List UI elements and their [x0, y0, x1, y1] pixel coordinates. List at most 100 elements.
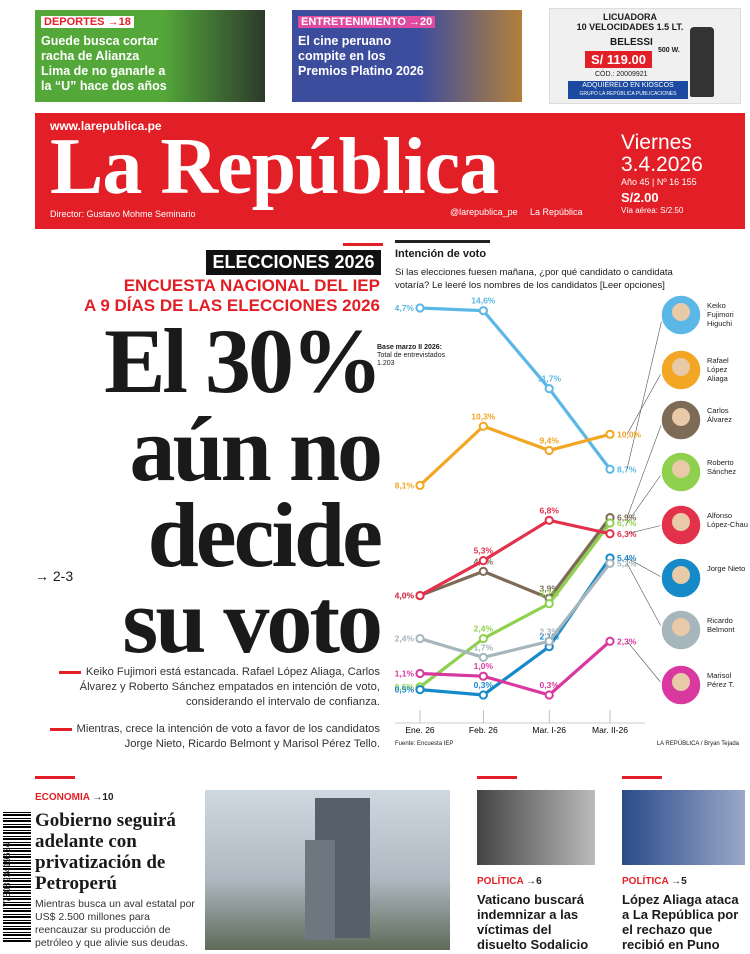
barcode-number: 7750893419634	[2, 842, 12, 908]
candidate-photo-face	[672, 618, 690, 636]
story-section: POLÍTICA	[477, 876, 524, 887]
rule	[477, 776, 517, 779]
data-point	[415, 685, 425, 695]
masthead-social[interactable]: @larepublica_pe	[450, 207, 518, 217]
data-point	[478, 306, 488, 316]
masthead-issue: Año 45 | Nº 16 155	[621, 177, 697, 187]
masthead-day: Viernes	[621, 131, 692, 154]
chart-note: Total de entrevistados 1.203	[377, 352, 446, 367]
data-label: 2,4%	[395, 634, 414, 644]
legend-entry: Rafael López Aliaga	[707, 356, 729, 383]
rule	[395, 240, 490, 243]
data-label: 2,3%	[540, 626, 560, 636]
ad[interactable]: LICUADORA 10 VELOCIDADES 1.5 LT. BELESSI …	[549, 8, 741, 104]
data-label: 6,3%	[617, 529, 637, 539]
data-point	[544, 384, 554, 394]
data-label: 0,3%	[540, 680, 560, 690]
data-point	[605, 464, 615, 474]
data-point	[415, 633, 425, 644]
ad-brand: BELESSI	[610, 37, 653, 48]
lead-kicker: A 9 DÍAS DE LAS ELECCIONES 2026	[83, 296, 380, 315]
masthead-name: La República	[50, 123, 499, 211]
data-point	[605, 529, 615, 539]
data-label: 1,0%	[474, 661, 494, 671]
connector	[626, 557, 664, 579]
rule	[35, 776, 75, 779]
chart-credit: LA REPÚBLICA / Bryan Tejada	[656, 741, 739, 747]
promo-sports[interactable]: DEPORTES →18 Guede busca cortar racha de…	[35, 10, 265, 102]
chart-subtitle: Si las elecciones fuesen mañana, ¿por qu…	[395, 267, 673, 291]
masthead-air-price: Vía aérea: S/2.50	[621, 206, 684, 215]
chart-source: Fuente: Encuesta IEP	[395, 741, 454, 747]
connector	[626, 419, 664, 518]
headline: decide	[147, 484, 383, 586]
photo	[477, 790, 595, 865]
x-tick-label: Ene. 26	[405, 725, 435, 735]
data-label: 5,4%	[617, 553, 637, 563]
connector	[626, 369, 664, 435]
candidate-photo-face	[672, 673, 690, 691]
data-label: 5,2%	[617, 558, 637, 568]
ad-cta: ADQUIÉRELO EN KIOSCOS	[582, 82, 674, 89]
story-headline[interactable]: López Aliaga ataca a La República por el…	[622, 892, 739, 952]
masthead-director: Director: Gustavo Mohme Seminario	[50, 209, 196, 219]
data-label: 0,3%	[474, 680, 494, 690]
series-line	[419, 306, 612, 471]
page-ref: → 2-3	[35, 568, 74, 584]
masthead-date: 3.4.2026	[621, 153, 703, 176]
masthead: www.larepublica.pe La República Director…	[35, 113, 745, 229]
series-line	[419, 516, 612, 601]
legend-entry: Roberto Sánchez	[707, 458, 737, 476]
legend-entry: Marisol Pérez T.	[707, 671, 735, 689]
data-label: 0,6%	[395, 682, 414, 692]
series-line	[419, 518, 611, 597]
series-line	[419, 640, 612, 697]
story-page: →10	[92, 792, 114, 803]
data-point	[544, 599, 554, 609]
ad-product-image	[690, 27, 714, 97]
series-line	[419, 522, 612, 689]
candidate-photo-face	[672, 303, 690, 321]
legend-entry: Alfonso López-Chau	[707, 511, 748, 529]
data-label: 4,0%	[395, 591, 414, 601]
masthead-url[interactable]: www.larepublica.pe	[50, 119, 162, 133]
connector	[626, 471, 664, 524]
data-label: 6,8%	[540, 505, 560, 515]
masthead-social[interactable]: La República	[530, 207, 583, 217]
masthead-price: S/2.00	[621, 190, 659, 205]
data-label: 9,4%	[540, 435, 560, 445]
story-summary: Mientras busca un aval estatal por US$ 2…	[35, 898, 195, 949]
promo-text: Guede busca cortar racha de Alianza Lima…	[41, 34, 167, 93]
candidate-photo-face	[672, 460, 690, 478]
x-tick-label: Mar. I-26	[532, 725, 566, 735]
lead-tag: ELECCIONES 2026	[206, 250, 381, 275]
story-section: ECONOMIA	[35, 792, 90, 803]
photo	[205, 790, 450, 950]
photo	[622, 790, 745, 865]
connector	[626, 524, 664, 535]
data-point	[605, 636, 615, 646]
series-line	[419, 562, 612, 660]
promo-entertainment[interactable]: ENTRETENIMIENTO →20 El cine peruano comp…	[292, 10, 522, 102]
story-headline[interactable]: Vaticano buscará indemnizar a las víctim…	[477, 892, 589, 952]
data-point	[478, 652, 488, 662]
story-headline[interactable]: Gobierno seguirá adelante con privatizac…	[35, 810, 176, 894]
lead-bullet: Keiko Fujimori está estancada. Rafael Ló…	[35, 665, 380, 710]
data-point	[544, 636, 554, 646]
data-point	[415, 303, 425, 313]
data-label: 1,1%	[395, 669, 414, 679]
data-label: 3,9%	[540, 583, 560, 593]
data-point	[478, 556, 488, 566]
connector	[626, 641, 664, 686]
promo-text: El cine peruano compite en los Premios P…	[298, 34, 424, 78]
data-point	[544, 515, 554, 525]
promo-section: ENTRETENIMIENTO	[301, 16, 406, 28]
data-point	[605, 429, 615, 439]
data-label: 2,1%	[540, 632, 560, 642]
data-label: 0,5%	[395, 685, 414, 695]
headline: su voto	[122, 570, 383, 672]
data-label: 1,7%	[474, 642, 494, 652]
ad-code: CÓD.: 20009921	[595, 71, 648, 78]
chart-note-title: Base marzo II 2026:	[377, 344, 442, 351]
connector	[626, 563, 664, 631]
